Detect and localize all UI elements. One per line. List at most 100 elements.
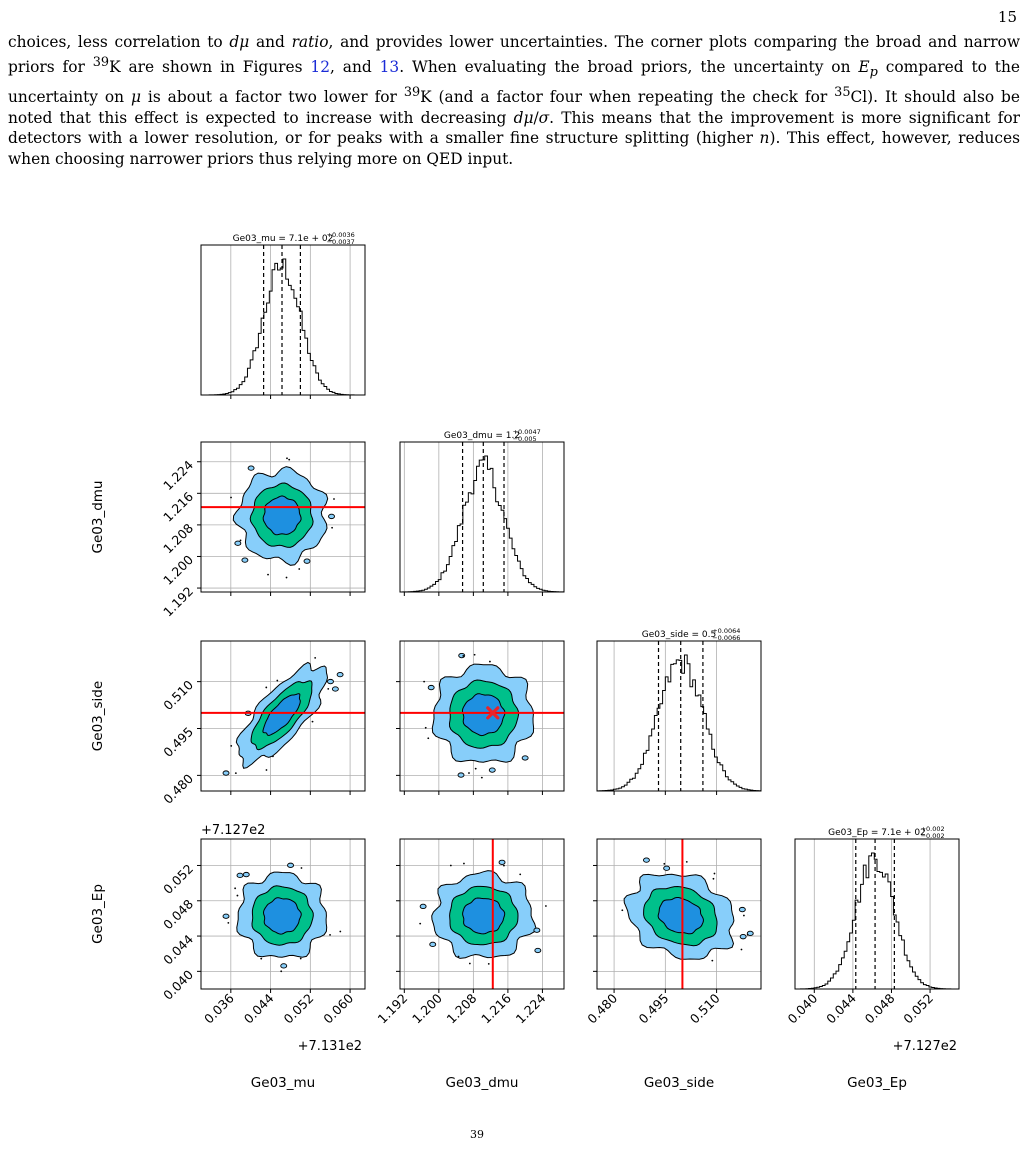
contour-islet (642, 857, 650, 863)
contour-level-2 (449, 885, 519, 946)
contour-level-1 (431, 870, 537, 959)
contour-islet (241, 557, 249, 563)
outlier-point (276, 679, 279, 682)
outlier-point (234, 772, 237, 775)
outlier-point (300, 867, 303, 869)
outlier-point (473, 653, 476, 656)
outlier-point (329, 933, 331, 936)
contour-level-2 (249, 482, 314, 548)
contour-islet (521, 755, 529, 761)
title-minus-Ge03_side: −0.0066 (712, 634, 740, 642)
contour-islet (427, 684, 435, 691)
outlier-point (480, 776, 483, 779)
contour-level-2 (643, 885, 718, 947)
outlier-point (234, 887, 237, 890)
figure-link-13[interactable]: 13 (379, 57, 400, 76)
contour-islet (328, 513, 335, 520)
outlier-point (423, 680, 426, 683)
outlier-point (663, 862, 666, 865)
title-minus-Ge03_Ep: −0.002 (921, 832, 945, 840)
y-tick-label: 1.208 (160, 520, 196, 556)
x-tick-label: 0.052 (281, 991, 317, 1027)
y-tick-label: 0.044 (160, 932, 196, 968)
contour-level-1 (232, 466, 329, 566)
x-tick-label: 0.044 (241, 990, 277, 1026)
x-tick-label: 1.208 (444, 990, 480, 1026)
contour-level-2 (250, 680, 313, 751)
axes-frame (596, 640, 762, 792)
y-tick-label: 0.048 (160, 896, 196, 932)
contour-islet (533, 927, 541, 933)
axes-frame (200, 244, 366, 396)
outlier-point (280, 970, 283, 973)
outlier-point (503, 864, 505, 867)
contour-level-2 (251, 885, 314, 946)
outlier-point (299, 957, 302, 960)
contour-level-1 (623, 873, 735, 960)
outlier-point (314, 656, 317, 659)
contour-islet (244, 710, 252, 716)
outlier-point (462, 655, 465, 657)
outlier-point (621, 909, 624, 912)
axes-frame (399, 640, 565, 792)
x-tick-label: 0.048 (862, 990, 898, 1026)
outlier-point (711, 959, 714, 962)
offset-label-ep-x: +7.127e2 (893, 1039, 957, 1054)
x-tick-label: 0.036 (201, 990, 237, 1026)
contour-islet (287, 862, 294, 868)
contour-level-1 (235, 661, 329, 769)
outlier-point (457, 955, 460, 958)
x-tick-label: 1.200 (409, 990, 445, 1026)
contour-islet (458, 652, 466, 659)
contour-islet (327, 678, 334, 685)
outlier-point (230, 745, 233, 747)
outlier-point (519, 873, 522, 876)
outlier-point (468, 772, 470, 774)
panel-Ge03_side-vs-Ge03_side: Ge03_side = 0.5+0.0064−0.0066 (596, 627, 762, 795)
outlier-point (230, 496, 232, 499)
contour-level-3 (657, 897, 704, 935)
outlier-point (424, 726, 427, 729)
y-tick-label: 1.192 (160, 584, 196, 620)
histogram-title-Ge03_side: Ge03_side = 0.5 (642, 630, 716, 640)
contour-islet (236, 872, 244, 879)
contour-islet (738, 906, 746, 913)
title-plus-Ge03_side: +0.0064 (712, 627, 740, 635)
outlier-point (285, 576, 288, 579)
outlier-point (427, 737, 430, 740)
y-axis-label-Ge03_Ep: Ge03_Ep (90, 884, 106, 944)
offset-label-mu: +7.131e2 (298, 1039, 362, 1054)
outlier-point (265, 686, 268, 689)
panel-Ge03_mu-vs-Ge03_mu: Ge03_mu = 7.1e + 02+0.0036−0.0037 (200, 231, 366, 399)
title-minus-Ge03_mu: −0.0037 (327, 238, 355, 246)
contour-level-3 (262, 495, 302, 536)
contour-islet (222, 913, 230, 919)
outlier-point (468, 962, 471, 965)
x-tick-label: 1.224 (513, 990, 549, 1026)
contour-islet (280, 963, 288, 969)
outlier-point (743, 914, 745, 917)
contour-islet (222, 770, 230, 776)
y-tick-label: 0.040 (160, 967, 196, 1003)
panel-Ge03_side-vs-Ge03_dmu (396, 640, 565, 795)
axes-frame (200, 838, 366, 990)
contour-islet (242, 871, 250, 878)
contour-level-3 (262, 897, 302, 935)
footer-fragment: 39 (470, 1128, 484, 1141)
outlier-point (272, 755, 274, 758)
y-axis-label-Ge03_dmu: Ge03_dmu (90, 481, 106, 554)
outlier-point (265, 769, 268, 771)
contour-islet (429, 941, 437, 948)
outlier-point (713, 872, 716, 875)
outlier-point (327, 687, 330, 690)
title-plus-Ge03_mu: +0.0036 (327, 231, 355, 239)
outlier-point (286, 457, 288, 460)
figure-link-12[interactable]: 12 (310, 57, 331, 76)
x-tick-label: 0.510 (687, 990, 723, 1026)
contour-islet (739, 934, 747, 940)
y-tick-label: 1.200 (160, 552, 196, 588)
y-tick-label: 0.510 (160, 677, 196, 713)
